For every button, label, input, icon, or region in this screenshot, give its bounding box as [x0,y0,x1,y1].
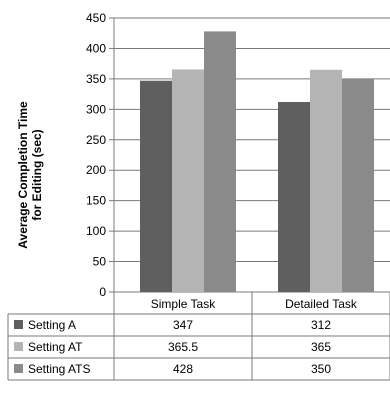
bar-1-2 [278,102,310,292]
data-label-1-2: 312 [311,318,331,332]
legend-label-1: Setting A [28,318,76,332]
data-label-3-2: 350 [311,362,331,376]
table-header-1: Simple Task [151,297,216,311]
legend-key-1 [14,320,23,329]
bar-3-1 [204,31,236,292]
bar-2-1 [172,69,204,292]
legend-key-3 [14,364,23,373]
data-label-3-1: 428 [173,362,193,376]
data-label-2-1: 365.5 [168,340,198,354]
y-axis-title-line-2: for Editing (sec) [30,129,44,221]
legend-label-3: Setting ATS [28,362,90,376]
y-axis-title-text: Average Completion Time for Editing (sec… [16,60,44,290]
bar-2-2 [310,69,342,292]
y-tick-label-0: 0 [99,285,106,299]
table-header-2: Detailed Task [285,297,358,311]
y-tick-label-50: 50 [93,255,107,269]
y-tick-label-100: 100 [86,224,106,238]
data-label-1-1: 347 [173,318,193,332]
y-tick-label-150: 150 [86,194,106,208]
y-tick-label-300: 300 [86,102,106,116]
y-tick-label-400: 400 [86,41,106,55]
y-tick-label-200: 200 [86,163,106,177]
legend-key-2 [14,342,23,351]
data-label-2-2: 365 [311,340,331,354]
y-tick-label-350: 350 [86,72,106,86]
bar-1-1 [140,80,172,293]
bar-3-2 [342,78,374,292]
y-tick-label-250: 250 [86,133,106,147]
y-axis-title-line-1: Average Completion Time [16,101,30,249]
y-axis-title: Average Completion Time for Editing (sec… [8,60,52,290]
y-tick-label-450: 450 [86,11,106,25]
legend-label-2: Setting AT [28,340,83,354]
